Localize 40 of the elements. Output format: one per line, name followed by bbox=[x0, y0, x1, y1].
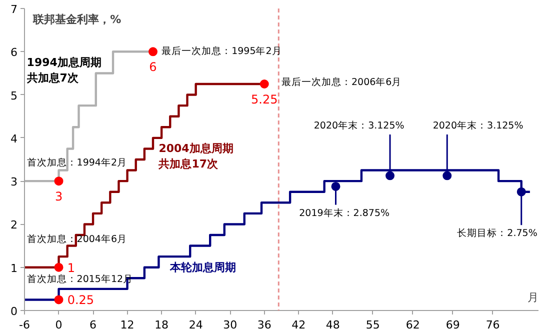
y-tick-label: 4 bbox=[10, 132, 18, 146]
annotation: 2019年末：2.875% bbox=[299, 206, 390, 219]
series-label: 1994加息周期共加息7次 bbox=[26, 56, 102, 84]
data-label: 6 bbox=[149, 60, 157, 74]
x-tick-label: 62 bbox=[406, 318, 420, 332]
annotation: 首次加息：2004年6月 bbox=[26, 233, 128, 246]
annotation: 2020年末：3.125% bbox=[432, 119, 524, 132]
x-tick-label: 18 bbox=[154, 318, 169, 332]
y-tick-label: 2 bbox=[10, 218, 18, 232]
annotation: 最后一次加息：2006年6月 bbox=[282, 76, 402, 88]
x-tick-label: 36 bbox=[257, 318, 272, 332]
x-tick-label: 69 bbox=[446, 318, 460, 332]
data-label: 1 bbox=[67, 260, 75, 275]
x-axis-title: 月 bbox=[527, 291, 538, 304]
y-tick-label: 3 bbox=[10, 176, 18, 189]
data-label: 0.25 bbox=[67, 293, 94, 308]
data-label: 3 bbox=[54, 190, 63, 204]
annotation: 首次加息：1994年2月 bbox=[26, 156, 128, 168]
x-tick-label: 6 bbox=[90, 318, 97, 332]
data-label: 5.25 bbox=[251, 92, 278, 107]
x-tick-label: 12 bbox=[120, 318, 134, 332]
x-tick-label: 76 bbox=[486, 318, 500, 332]
x-tick-label: -6 bbox=[19, 318, 30, 332]
y-tick-label: 1 bbox=[10, 262, 18, 275]
x-tick-label: 24 bbox=[188, 318, 203, 332]
annotation: 2020年末：3.125% bbox=[314, 119, 404, 132]
annotation: 最后一次加息：1995年2月 bbox=[162, 45, 282, 58]
y-tick-label: 7 bbox=[10, 3, 18, 16]
x-tick-label: 55 bbox=[366, 318, 380, 332]
x-tick-label: 48 bbox=[326, 318, 340, 332]
x-tick-label: 30 bbox=[223, 318, 238, 332]
x-tick-label: 42 bbox=[292, 318, 306, 332]
y-axis-title: 联邦基金利率，% bbox=[32, 12, 122, 26]
y-tick-label: 0 bbox=[10, 305, 18, 318]
series-label: 本轮加息周期 bbox=[169, 260, 236, 274]
y-tick-label: 5 bbox=[10, 89, 18, 102]
y-tick-label: 6 bbox=[10, 46, 18, 60]
x-tick-label: 0 bbox=[55, 318, 62, 332]
series-label: 2004加息周期共加息17次 bbox=[158, 142, 234, 171]
annotation: 长期目标：2.75% bbox=[457, 227, 538, 240]
